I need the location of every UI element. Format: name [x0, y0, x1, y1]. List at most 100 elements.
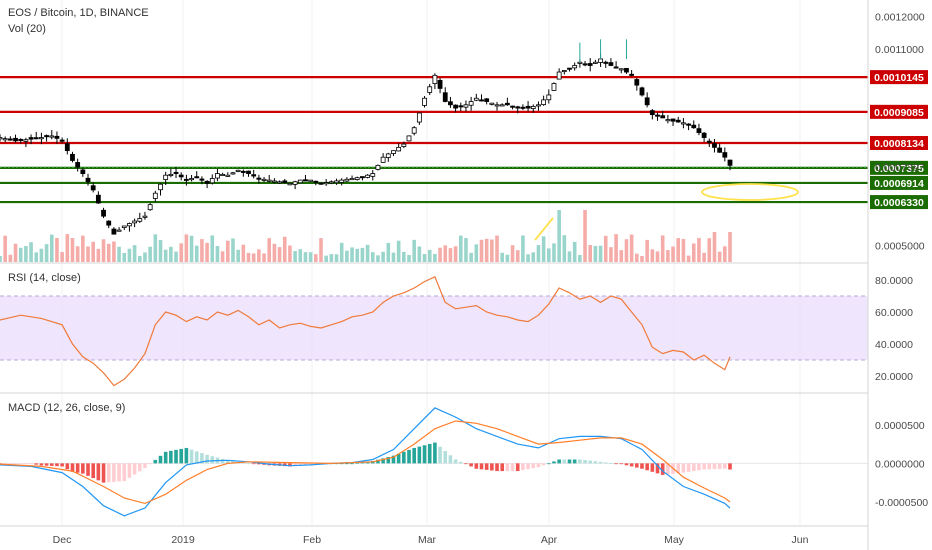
macd-hist-bar [355, 462, 360, 464]
macd-hist-bar [650, 463, 655, 472]
candle-body [468, 101, 474, 106]
candle-body [432, 74, 438, 85]
macd-hist-bar [241, 462, 246, 464]
volume-bar [531, 252, 536, 262]
time-axis-tick: May [664, 534, 685, 546]
candle-body [525, 105, 531, 109]
volume-bar [55, 237, 59, 262]
volume-bar [60, 252, 64, 262]
volume-bar [215, 246, 220, 262]
candle-body [644, 97, 650, 106]
candle-body [385, 153, 391, 158]
macd-hist-bar [117, 463, 121, 482]
price-axis-tick: 0.0005000 [875, 241, 925, 253]
volume-bar [412, 239, 416, 262]
candle-body [484, 98, 490, 102]
volume-bar [143, 252, 147, 262]
macd-hist-bar [443, 451, 448, 464]
volume-bar [526, 254, 530, 262]
candle-body [458, 105, 464, 108]
candle-body [33, 137, 39, 140]
volume-bar [723, 246, 727, 262]
macd-hist-bar [127, 463, 132, 478]
volume-bar [137, 255, 142, 262]
drawn-annotations[interactable] [534, 183, 799, 241]
volume-bar [479, 239, 484, 262]
macd-hist-bar [614, 463, 618, 465]
volume-bar [505, 254, 510, 262]
rsi-axis[interactable]: 80.0000 60.0000 40.0000 20.0000 [875, 275, 913, 383]
price-axis[interactable]: 0.0012000 0.0011000 0.0007397 0.0005000 [875, 11, 925, 252]
candle-body [515, 106, 521, 109]
candle-body [334, 180, 339, 184]
macd-lines[interactable] [0, 407, 731, 517]
volume-bar [200, 239, 204, 262]
macd-hist-bar [666, 463, 670, 475]
level-tag-bg [870, 135, 928, 150]
candle-body [101, 209, 106, 217]
macd-title[interactable]: MACD (12, 26, close, 9) [8, 402, 125, 414]
candle-body [489, 102, 495, 105]
macd-hist-bar [495, 463, 499, 472]
time-axis-tick: 2019 [171, 534, 195, 546]
candle-body [318, 182, 324, 185]
level-tag-bg [870, 160, 928, 175]
macd-hist-bar [143, 463, 147, 468]
volume-bar [132, 245, 137, 262]
macd-hist-bar [619, 463, 624, 465]
candle-body [303, 179, 308, 182]
macd-hist-bar [106, 463, 111, 483]
candle-body [448, 101, 453, 106]
candle-body [613, 66, 619, 69]
macd-axis[interactable]: 0.0000500 0.0000000 -0.0000500 [875, 420, 928, 509]
macd-hist-bar [137, 463, 142, 472]
candle-body [411, 127, 417, 134]
chart-title[interactable]: EOS / Bitcoin, 1D, BINANCE [8, 7, 149, 19]
candle-body [670, 118, 676, 122]
candle-body [189, 178, 194, 181]
volume-bar [495, 235, 499, 262]
rsi-line[interactable] [0, 275, 731, 387]
volume-bar [365, 244, 370, 262]
macd-histogram[interactable] [0, 442, 868, 483]
candle-body [7, 138, 13, 141]
macd-hist-bar [603, 462, 608, 464]
candle-body [44, 135, 49, 138]
price-axis-tick: 0.0007397 [875, 162, 925, 174]
volume-bar [391, 252, 396, 262]
level-tag-bg [870, 70, 928, 85]
candle-body [75, 162, 81, 168]
macd-hist-bar [660, 463, 665, 475]
candle-body [520, 106, 526, 109]
macd-hist-bar [469, 463, 473, 467]
rsi-title[interactable]: RSI (14, close) [8, 272, 81, 284]
candle-body [194, 176, 200, 179]
rsi-axis-tick: 80.0000 [875, 275, 913, 287]
macd-hist-bar [505, 463, 510, 472]
candle-body [225, 174, 231, 177]
volume-bar [500, 252, 504, 262]
macd-hist-bar [174, 449, 178, 464]
volume-bar [417, 246, 422, 262]
time-axis[interactable]: Dec 2019 Feb Mar Apr May Jun [53, 534, 809, 546]
macd-hist-bar [598, 461, 603, 464]
price-candles[interactable] [0, 39, 733, 235]
candle-body [536, 104, 541, 107]
volume-label[interactable]: Vol (20) [8, 23, 46, 35]
macd-hist-bar [3, 463, 7, 465]
macd-hist-bar [500, 463, 504, 472]
volume-bar [153, 234, 158, 262]
volume-bar [303, 252, 308, 262]
candle-body [168, 173, 174, 176]
candle-body [416, 112, 422, 123]
candle-body [422, 97, 427, 106]
rsi-series-line [0, 275, 731, 387]
volume-bar [231, 238, 235, 262]
volume-bar [629, 234, 634, 262]
volume-bar [39, 248, 44, 262]
candle-body [375, 164, 381, 170]
volume-bar [635, 253, 639, 262]
volume-bar [163, 249, 168, 262]
